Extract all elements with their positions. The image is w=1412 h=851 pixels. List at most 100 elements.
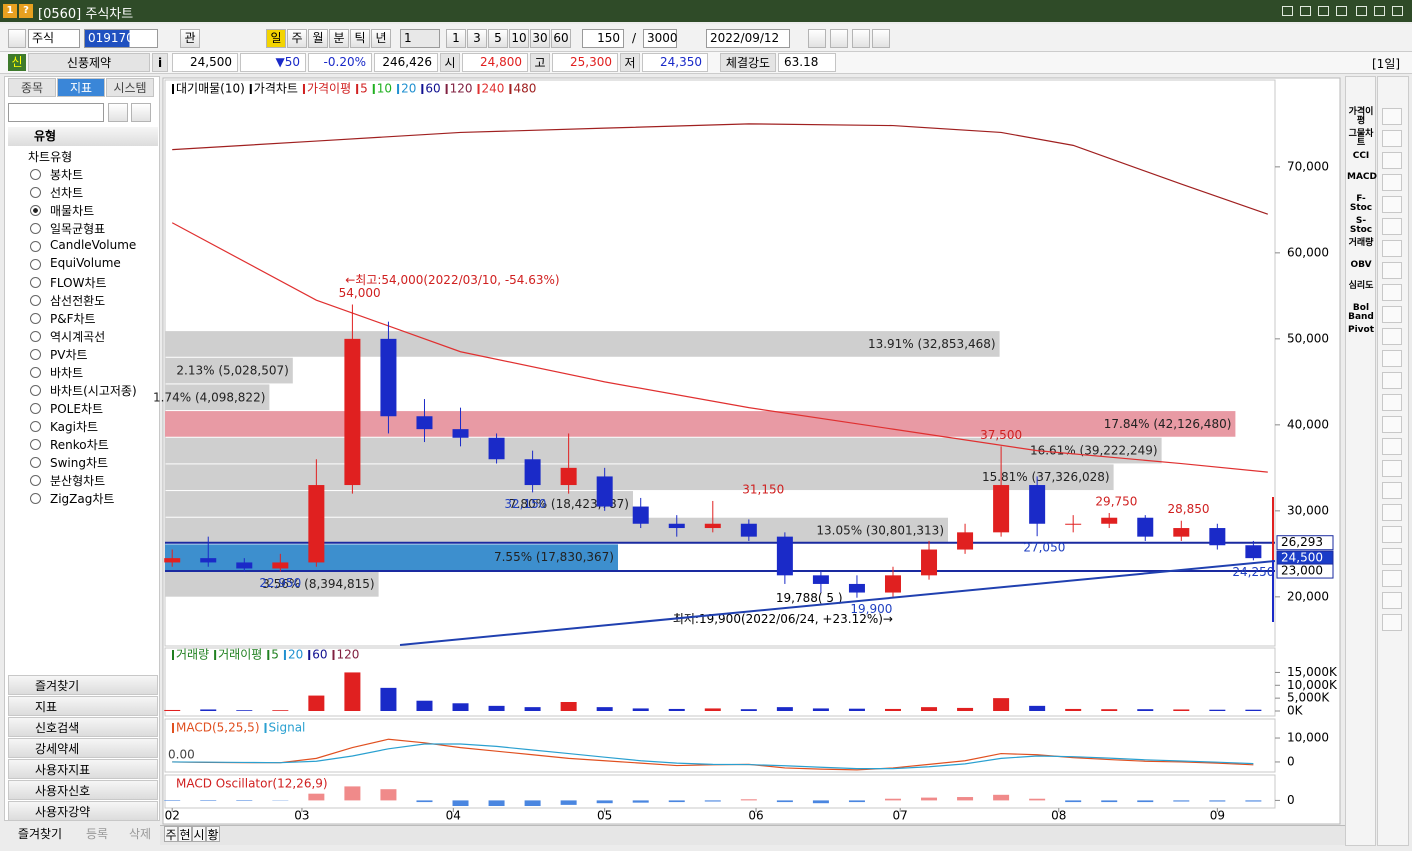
drawing-tool[interactable] — [1382, 108, 1402, 125]
chart-type-option[interactable]: Renko차트 — [50, 438, 109, 452]
radio[interactable] — [30, 313, 41, 324]
radio[interactable] — [30, 403, 41, 414]
unit-select[interactable]: 1 — [400, 29, 440, 48]
radio[interactable] — [30, 367, 41, 378]
radio[interactable] — [30, 169, 41, 180]
count-input[interactable]: 150 — [582, 29, 624, 48]
drawing-tool[interactable] — [1382, 504, 1402, 521]
chart-type-option[interactable]: 삼선전환도 — [50, 294, 106, 308]
tool-button[interactable] — [852, 29, 870, 48]
radio[interactable] — [30, 241, 41, 252]
period-button[interactable]: 분 — [329, 29, 349, 48]
drawing-tool[interactable] — [1382, 372, 1402, 389]
interval-button[interactable]: 3 — [467, 29, 487, 48]
tool-button[interactable] — [872, 29, 890, 48]
bottom-tab[interactable]: 주 — [164, 826, 178, 842]
window-control[interactable] — [1318, 6, 1329, 16]
sidebar-tab[interactable]: 종목 — [8, 78, 56, 97]
indicator-tool[interactable]: 그물차트 — [1348, 128, 1374, 148]
chart-type-option[interactable]: FLOW차트 — [50, 276, 107, 290]
window-control[interactable] — [1282, 6, 1293, 16]
radio[interactable] — [30, 439, 41, 450]
radio[interactable] — [30, 493, 41, 504]
chart-type-option[interactable]: 매물차트 — [50, 204, 95, 218]
interval-button[interactable]: 1 — [446, 29, 466, 48]
drawing-tool[interactable] — [1382, 262, 1402, 279]
bottom-tab[interactable]: 현 — [178, 826, 192, 842]
market-select[interactable]: 주식 — [28, 29, 80, 48]
chart-type-option[interactable]: 분산형차트 — [50, 474, 106, 488]
drawing-tool[interactable] — [1382, 284, 1402, 301]
chart-type-option[interactable]: EquiVolume — [50, 256, 121, 270]
stock-code[interactable]: 019170 — [84, 29, 158, 48]
radio[interactable] — [30, 259, 41, 270]
search-button[interactable] — [108, 103, 128, 122]
drawing-tool[interactable] — [1382, 240, 1402, 257]
folder[interactable]: 사용자신호 — [8, 780, 158, 800]
radio[interactable] — [30, 457, 41, 468]
chart-type-option[interactable]: 바차트(시고저종) — [50, 384, 137, 398]
info-button[interactable]: i — [152, 53, 168, 72]
radio[interactable] — [30, 385, 41, 396]
period-button[interactable]: 틱 — [350, 29, 370, 48]
folder[interactable]: 신호검색 — [8, 717, 158, 737]
sidebar-tab[interactable]: 지표 — [57, 78, 105, 97]
tool-button[interactable] — [830, 29, 848, 48]
drawing-tool[interactable] — [1382, 350, 1402, 367]
chart-type-option[interactable]: Kagi차트 — [50, 420, 99, 434]
drawing-tool[interactable] — [1382, 196, 1402, 213]
interval-button[interactable]: 5 — [488, 29, 508, 48]
bottom-tab[interactable]: 황 — [206, 826, 220, 842]
radio[interactable] — [30, 475, 41, 486]
chart-type-option[interactable]: 봉차트 — [50, 168, 84, 182]
radio[interactable] — [30, 277, 41, 288]
folder[interactable]: 지표 — [8, 696, 158, 716]
drawing-tool[interactable] — [1382, 152, 1402, 169]
view-button[interactable]: 관 — [180, 29, 200, 48]
interval-button[interactable]: 30 — [530, 29, 550, 48]
chart-type-option[interactable]: 바차트 — [50, 366, 84, 380]
indicator-tool[interactable]: MACD — [1347, 172, 1377, 183]
chart-type-option[interactable]: 역시계곡선 — [50, 330, 106, 344]
period-button[interactable]: 주 — [287, 29, 307, 48]
window-control[interactable] — [1392, 6, 1403, 16]
drawing-tool[interactable] — [1382, 548, 1402, 565]
radio[interactable] — [30, 331, 41, 342]
drawing-tool[interactable] — [1382, 526, 1402, 543]
tool-button[interactable] — [808, 29, 826, 48]
footer-tab[interactable]: 등록 — [85, 827, 109, 841]
indicator-tool[interactable]: F-Stoc — [1349, 194, 1373, 214]
sidebar-tab[interactable]: 시스템 — [106, 78, 154, 97]
drawing-tool[interactable] — [1382, 460, 1402, 477]
indicator-tool[interactable]: 심리도 — [1348, 281, 1374, 292]
drawing-tool[interactable] — [1382, 130, 1402, 147]
interval-button[interactable]: 10 — [509, 29, 529, 48]
chart-type-option[interactable]: CandleVolume — [50, 238, 137, 252]
drawing-tool[interactable] — [1382, 438, 1402, 455]
chart-type-option[interactable]: POLE차트 — [50, 402, 104, 416]
window-control[interactable] — [1336, 6, 1347, 16]
footer-tab[interactable]: 삭제 — [128, 827, 152, 841]
bottom-tab[interactable]: 시 — [192, 826, 206, 842]
radio[interactable] — [30, 295, 41, 306]
radio[interactable] — [30, 205, 41, 216]
radio[interactable] — [30, 223, 41, 234]
drawing-tool[interactable] — [1382, 482, 1402, 499]
folder[interactable]: 사용자강약 — [8, 801, 158, 821]
window-control[interactable] — [1300, 6, 1311, 16]
chart-type-option[interactable]: ZigZag차트 — [50, 492, 115, 506]
chart-type-option[interactable]: PV차트 — [50, 348, 88, 362]
date-select[interactable]: 2022/09/12 — [706, 29, 790, 48]
chart-type-option[interactable]: 선차트 — [50, 186, 84, 200]
indicator-tool[interactable]: 가격이평 — [1348, 107, 1374, 126]
footer-tab[interactable]: 즐겨찾기 — [17, 827, 63, 841]
interval-button[interactable]: 60 — [551, 29, 571, 48]
drawing-tool[interactable] — [1382, 218, 1402, 235]
folder[interactable]: 즐겨찾기 — [8, 675, 158, 695]
max-count[interactable]: 3000 — [643, 29, 678, 48]
indicator-tool[interactable]: Pivot — [1347, 325, 1375, 335]
chart-type-option[interactable]: 일목균형표 — [50, 222, 106, 236]
drawing-tool[interactable] — [1382, 416, 1402, 433]
folder[interactable]: 사용자지표 — [8, 759, 158, 779]
drawing-tool[interactable] — [1382, 570, 1402, 587]
